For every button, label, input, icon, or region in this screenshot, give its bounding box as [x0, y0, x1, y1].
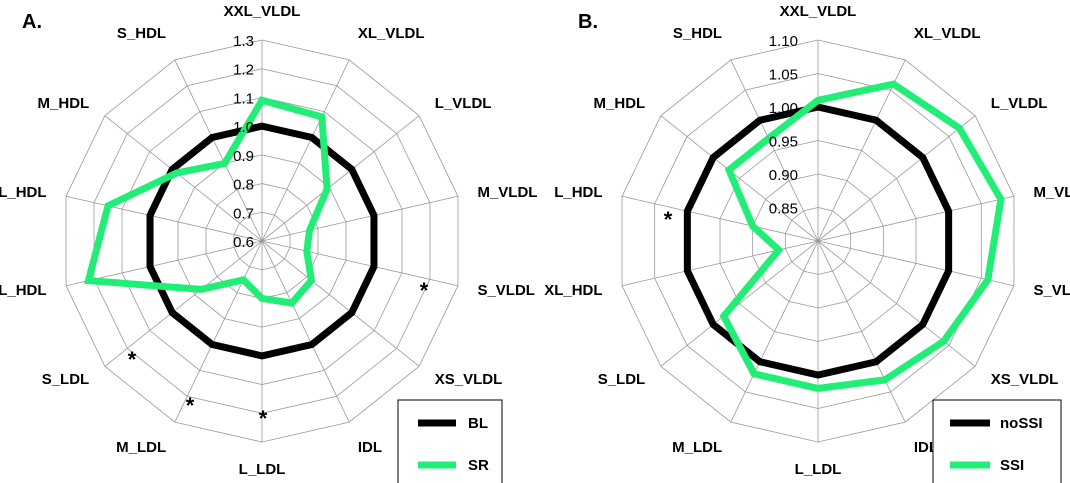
category-label: XS_VLDL: [991, 371, 1059, 388]
grid-spoke: [261, 59, 350, 242]
tick-label: 1.00: [769, 100, 798, 117]
series-SR-line: [83, 96, 331, 307]
tick-label: 1.05: [769, 67, 798, 84]
category-label: L_HDL: [554, 184, 602, 201]
radar-panel-b: 0.85 0.90 0.95 1.00 1.05 1.10 XXL_VLDL XL_VLDL L…: [544, 3, 1070, 483]
legend-box: [397, 399, 503, 483]
category-label: XL_HDL: [0, 282, 47, 299]
grid-spoke: [104, 115, 263, 242]
category-label: S_VLDL: [477, 282, 535, 299]
grid-spoke: [261, 240, 459, 287]
tick-label: 1.10: [769, 33, 798, 50]
category-label: S_LDL: [42, 371, 90, 388]
tick-label: 0.95: [769, 134, 798, 151]
grid-spoke: [261, 240, 350, 423]
tick-label: 1.0: [233, 119, 254, 136]
category-label: L_VLDL: [991, 95, 1048, 112]
grid-spoke: [65, 195, 263, 242]
significance-star: *: [420, 278, 429, 303]
grid-spoke: [261, 115, 420, 242]
category-label: M_LDL: [116, 439, 166, 456]
category-label: XS_VLDL: [435, 371, 503, 388]
tick-label: 1.3: [233, 33, 254, 50]
tick-label: 0.90: [769, 167, 798, 184]
significance-star: *: [128, 347, 137, 372]
legend-label-noSSI: noSSI: [1000, 415, 1043, 432]
category-label: L_LDL: [795, 461, 842, 478]
tick-label: 1.1: [233, 90, 254, 107]
category-label: L_VLDL: [435, 95, 492, 112]
category-label: L_LDL: [239, 461, 286, 478]
tick-label: 0.85: [769, 201, 798, 218]
grid-spoke: [817, 240, 1015, 287]
grid-spoke: [104, 240, 263, 367]
category-label: XXL_VLDL: [780, 3, 857, 20]
grid-spoke: [817, 240, 976, 367]
grid-spoke: [660, 115, 819, 242]
grid-spoke: [261, 195, 459, 242]
category-label: M_VLDL: [477, 184, 537, 201]
tick-label: 0.6: [233, 234, 254, 251]
grid-spoke: [817, 59, 906, 242]
grid-spoke: [174, 240, 263, 423]
grid-spoke: [660, 240, 819, 367]
category-label: S_HDL: [117, 25, 166, 42]
category-label: M_HDL: [594, 95, 646, 112]
legend-box: [932, 399, 1062, 483]
series-noSSI-line: [683, 103, 953, 379]
panel-b-label: B.: [578, 11, 598, 33]
series-BL-line: [146, 122, 378, 360]
significance-star: *: [259, 406, 268, 431]
grid-spoke: [817, 115, 976, 242]
legend-label-SSI: SSI: [1000, 457, 1024, 474]
grid-spoke: [817, 240, 906, 423]
tick-label: 0.8: [233, 177, 254, 194]
legend-label-BL: BL: [468, 415, 488, 432]
category-label: M_HDL: [38, 95, 90, 112]
category-label: XXL_VLDL: [224, 3, 301, 20]
category-label: IDL: [358, 439, 382, 456]
category-label: IDL: [914, 439, 938, 456]
panel-a-label: A.: [22, 11, 42, 33]
category-label: XL_HDL: [544, 282, 602, 299]
category-label: S_LDL: [598, 371, 646, 388]
category-label: L_HDL: [0, 184, 47, 201]
category-label: XL_VLDL: [358, 25, 425, 42]
grid-spoke: [621, 240, 819, 287]
grid-spoke: [261, 240, 420, 367]
significance-star: *: [186, 393, 195, 418]
category-label: S_HDL: [673, 25, 722, 42]
significance-star: *: [664, 207, 673, 232]
grid-spoke: [730, 59, 819, 242]
tick-label: 0.7: [233, 205, 254, 222]
series-SSI-line: [719, 80, 1005, 392]
category-label: XL_VLDL: [914, 25, 981, 42]
category-label: M_LDL: [672, 439, 722, 456]
tick-label: 0.9: [233, 148, 254, 165]
grid-spoke: [817, 195, 1015, 242]
radar-panel-a: 0.6 0.7 0.8 0.9 1.0 1.1 1.2 1.3 XXL_VLDL XL_VLDL L…: [0, 3, 537, 483]
tick-label: 1.2: [233, 62, 254, 79]
category-label: M_VLDL: [1033, 184, 1070, 201]
legend-label-SR: SR: [468, 457, 489, 474]
grid-spoke: [621, 195, 819, 242]
grid-spoke: [174, 59, 263, 242]
category-label: S_VLDL: [1033, 282, 1070, 299]
grid-spoke: [730, 240, 819, 423]
